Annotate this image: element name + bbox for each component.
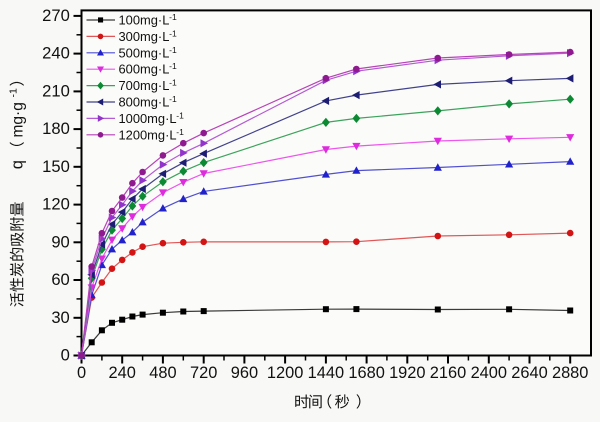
svg-text:-1: -1: [169, 78, 177, 88]
svg-text:1200mg·L: 1200mg·L: [119, 127, 177, 142]
svg-text:240: 240: [42, 44, 70, 63]
svg-text:180: 180: [42, 119, 70, 138]
svg-text:2880: 2880: [552, 364, 588, 382]
svg-text:270: 270: [42, 6, 70, 25]
svg-text:1680: 1680: [348, 364, 384, 382]
svg-text:720: 720: [190, 364, 217, 382]
svg-text:60: 60: [51, 270, 69, 289]
svg-text:480: 480: [149, 364, 176, 382]
svg-text:300mg·L: 300mg·L: [119, 29, 170, 44]
svg-text:mg·g: mg·g: [10, 102, 27, 137]
svg-text:500mg·L: 500mg·L: [119, 45, 170, 60]
svg-text:800mg·L: 800mg·L: [119, 95, 170, 110]
svg-text:700mg·L: 700mg·L: [119, 78, 170, 93]
svg-text:q: q: [9, 160, 27, 169]
svg-text:-1: -1: [169, 28, 177, 38]
svg-text:1000mg·L: 1000mg·L: [119, 111, 177, 126]
svg-text:-1: -1: [169, 94, 177, 104]
svg-text:0: 0: [61, 346, 70, 365]
svg-text:240: 240: [109, 364, 136, 382]
svg-text:2160: 2160: [430, 364, 466, 382]
svg-text:2640: 2640: [511, 364, 547, 382]
svg-text:120: 120: [42, 195, 70, 214]
svg-text:1920: 1920: [389, 364, 425, 382]
svg-text:30: 30: [51, 308, 69, 327]
svg-text:150: 150: [42, 157, 70, 176]
svg-text:-1: -1: [8, 88, 20, 97]
svg-text:1440: 1440: [308, 364, 344, 382]
svg-text:-1: -1: [169, 12, 177, 22]
svg-text:-1: -1: [176, 110, 184, 120]
svg-text:210: 210: [42, 81, 70, 100]
svg-text:-1: -1: [169, 61, 177, 71]
svg-text:-1: -1: [169, 45, 177, 55]
svg-text:2400: 2400: [471, 364, 507, 382]
svg-text:960: 960: [231, 364, 258, 382]
svg-text:100mg·L: 100mg·L: [119, 13, 170, 28]
svg-text:-1: -1: [176, 127, 184, 137]
svg-text:600mg·L: 600mg·L: [119, 62, 170, 77]
svg-text:0: 0: [77, 364, 86, 382]
svg-text:90: 90: [51, 232, 69, 251]
svg-text:1200: 1200: [267, 364, 303, 382]
